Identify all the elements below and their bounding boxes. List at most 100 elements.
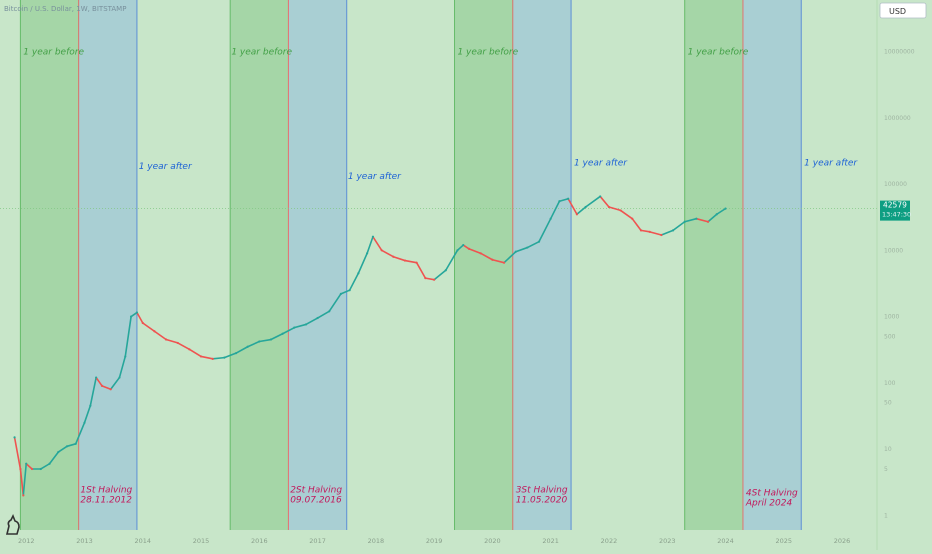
price-segment bbox=[366, 235, 374, 255]
price-point bbox=[575, 213, 578, 216]
halving-label: 3St Halving bbox=[516, 486, 568, 496]
price-segment bbox=[415, 261, 427, 279]
cycle-bands bbox=[19, 0, 802, 530]
price-point bbox=[141, 321, 144, 325]
x-tick-label: 2023 bbox=[659, 537, 676, 545]
y-tick-label: 100 bbox=[884, 380, 896, 387]
price-point bbox=[304, 323, 308, 326]
price-segment bbox=[514, 246, 529, 253]
y-tick-label: 500 bbox=[884, 333, 896, 340]
price-point bbox=[549, 217, 552, 220]
x-tick-label: 2024 bbox=[717, 537, 734, 545]
price-segment bbox=[153, 330, 167, 341]
price-point bbox=[631, 217, 634, 220]
price-point bbox=[433, 278, 436, 281]
price-point bbox=[599, 195, 602, 198]
x-tick-label: 2026 bbox=[834, 537, 851, 545]
price-point bbox=[48, 462, 51, 465]
price-segment bbox=[211, 356, 226, 360]
x-tick-label: 2013 bbox=[76, 537, 93, 545]
halving-date: 28.11.2012 bbox=[80, 496, 132, 506]
price-point bbox=[695, 217, 698, 220]
price-segment bbox=[424, 277, 435, 281]
currency-button[interactable]: USD bbox=[879, 2, 927, 19]
price-point bbox=[724, 207, 727, 210]
price-segment bbox=[165, 338, 179, 344]
x-tick-label: 2015 bbox=[193, 537, 210, 545]
price-point bbox=[100, 384, 104, 387]
annotation-after: 1 year after bbox=[348, 172, 402, 182]
price-segment bbox=[479, 252, 494, 261]
price-segment bbox=[328, 293, 342, 313]
price-point bbox=[199, 355, 203, 358]
y-tick-label: 50 bbox=[884, 400, 892, 407]
price-segment bbox=[640, 229, 651, 233]
annotation-before: 1 year before bbox=[688, 48, 749, 58]
price-segment bbox=[305, 317, 319, 326]
price-segment bbox=[101, 385, 112, 391]
annotation-before: 1 year before bbox=[23, 48, 84, 58]
price-point bbox=[109, 388, 112, 391]
price-segment bbox=[188, 348, 202, 358]
price-point bbox=[135, 311, 139, 314]
price-point bbox=[211, 357, 214, 360]
price-segment bbox=[558, 197, 569, 203]
y-tick-label: 10 bbox=[884, 446, 892, 453]
annotations: 1 year before 1 year after 1 year before 1 … bbox=[23, 48, 858, 509]
price-point bbox=[95, 376, 98, 379]
price-point bbox=[246, 345, 249, 348]
price-segment bbox=[48, 451, 60, 465]
price-segment bbox=[372, 235, 383, 252]
price-point bbox=[293, 326, 296, 329]
band-after-7 bbox=[742, 0, 802, 530]
price-segment bbox=[695, 217, 709, 223]
y-tick-label: 100000 bbox=[884, 181, 907, 188]
y-tick-label: 1000000 bbox=[884, 115, 911, 122]
x-tick-label: 2022 bbox=[601, 537, 618, 545]
price-segment bbox=[526, 240, 540, 249]
price-point bbox=[281, 332, 284, 335]
price-segment bbox=[660, 229, 674, 236]
price-segment bbox=[89, 376, 97, 407]
price-point bbox=[715, 213, 718, 216]
halving-date: 09.07.2016 bbox=[290, 496, 342, 506]
price-segment bbox=[648, 231, 663, 236]
x-tick-label: 2016 bbox=[251, 537, 268, 545]
price-segment bbox=[576, 206, 587, 216]
price-point bbox=[479, 252, 482, 255]
price-point bbox=[558, 200, 561, 203]
price-segment bbox=[235, 345, 249, 354]
price-point bbox=[392, 255, 395, 258]
price-point bbox=[124, 355, 127, 358]
price-segment bbox=[25, 462, 33, 470]
halving-label: 2St Halving bbox=[290, 486, 342, 496]
price-point bbox=[25, 462, 28, 465]
halving-date: 11.05.2020 bbox=[516, 496, 568, 506]
x-tick-label: 2014 bbox=[134, 537, 151, 545]
price-point bbox=[567, 197, 570, 200]
price-segment bbox=[258, 338, 272, 343]
y-tick-label: 1000 bbox=[884, 314, 899, 321]
y-tick-label: 10000 bbox=[884, 247, 903, 254]
price-point bbox=[316, 316, 319, 320]
price-segment bbox=[715, 207, 727, 216]
price-point bbox=[258, 340, 261, 343]
price-point bbox=[502, 261, 506, 264]
price-point bbox=[660, 233, 663, 237]
price-point bbox=[22, 494, 25, 497]
price-segment bbox=[392, 255, 406, 262]
x-tick-label: 2018 bbox=[368, 537, 385, 545]
price-point bbox=[39, 467, 42, 471]
price-point bbox=[403, 259, 407, 262]
price-segment bbox=[83, 404, 92, 424]
band-before-4 bbox=[454, 0, 513, 530]
price-segment bbox=[130, 311, 138, 318]
price-segment bbox=[95, 376, 103, 387]
price-segment bbox=[270, 332, 284, 341]
band-after-3 bbox=[288, 0, 347, 530]
tradingview-logo[interactable] bbox=[5, 514, 20, 535]
y-tick-label: 10000000 bbox=[884, 49, 915, 56]
price-segment bbox=[136, 311, 144, 324]
